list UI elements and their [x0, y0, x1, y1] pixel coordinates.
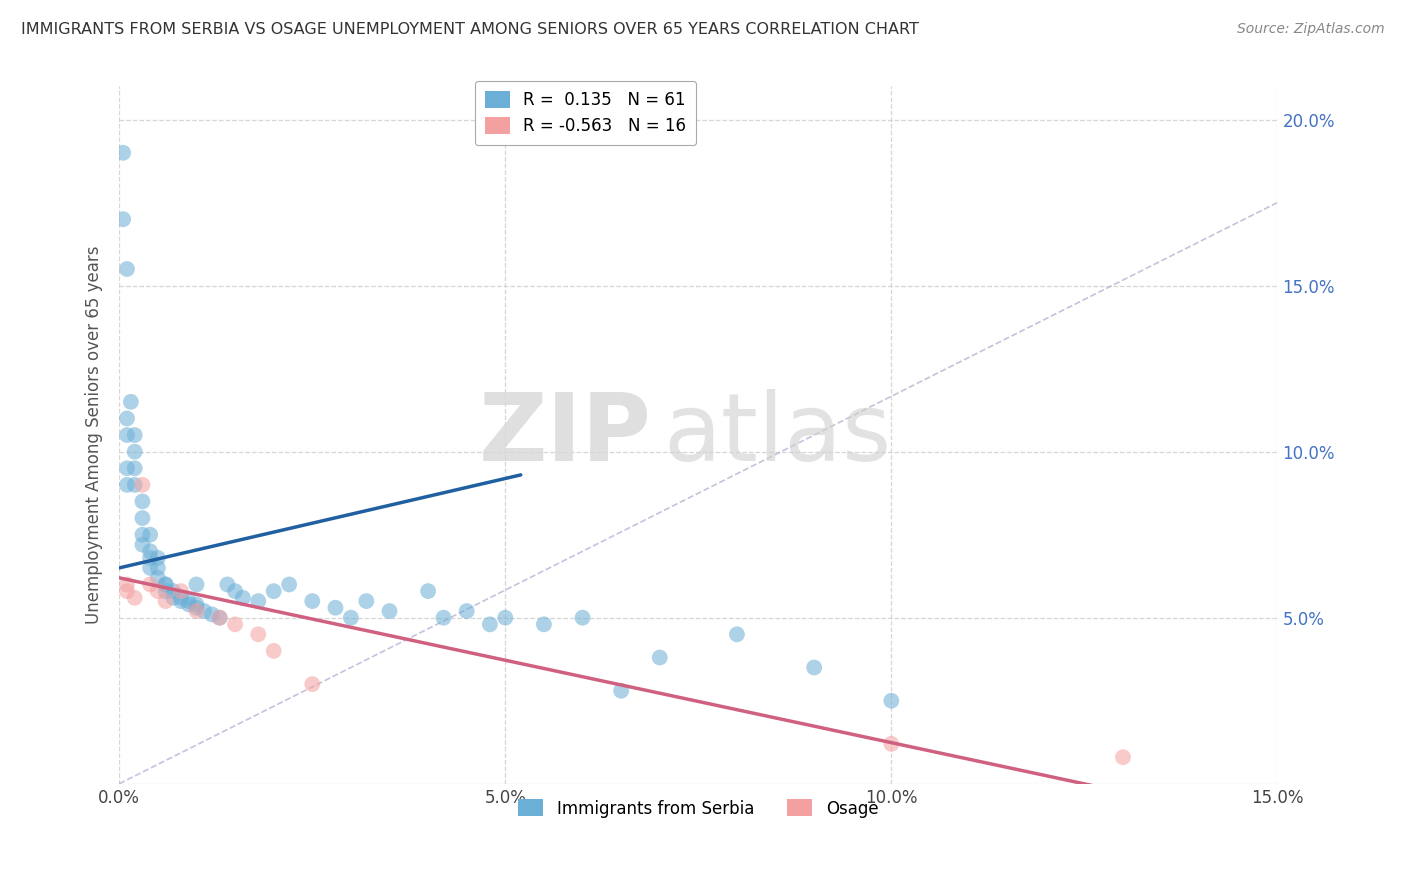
- Point: [224, 584, 246, 599]
- Point: [232, 591, 254, 605]
- Legend: Immigrants from Serbia, Osage: Immigrants from Serbia, Osage: [512, 793, 884, 824]
- Point: [131, 527, 153, 541]
- Point: [120, 394, 142, 409]
- Point: [146, 571, 169, 585]
- Point: [571, 610, 593, 624]
- Point: [112, 145, 135, 160]
- Point: [880, 737, 903, 751]
- Point: [208, 610, 231, 624]
- Point: [115, 262, 138, 277]
- Point: [124, 461, 146, 475]
- Point: [725, 627, 748, 641]
- Point: [301, 594, 323, 608]
- Point: [115, 577, 138, 591]
- Point: [115, 411, 138, 425]
- Point: [124, 428, 146, 442]
- Point: [533, 617, 555, 632]
- Point: [112, 212, 135, 227]
- Point: [201, 607, 224, 622]
- Point: [170, 594, 193, 608]
- Point: [131, 538, 153, 552]
- Point: [162, 584, 184, 599]
- Point: [301, 677, 323, 691]
- Point: [115, 428, 138, 442]
- Point: [139, 550, 162, 565]
- Point: [478, 617, 501, 632]
- Point: [177, 598, 200, 612]
- Point: [124, 444, 146, 458]
- Point: [155, 594, 177, 608]
- Point: [378, 604, 401, 618]
- Point: [186, 598, 208, 612]
- Text: IMMIGRANTS FROM SERBIA VS OSAGE UNEMPLOYMENT AMONG SENIORS OVER 65 YEARS CORRELA: IMMIGRANTS FROM SERBIA VS OSAGE UNEMPLOY…: [21, 22, 920, 37]
- Point: [170, 591, 193, 605]
- Point: [131, 478, 153, 492]
- Point: [115, 478, 138, 492]
- Point: [155, 577, 177, 591]
- Point: [325, 600, 347, 615]
- Point: [131, 511, 153, 525]
- Point: [208, 610, 231, 624]
- Point: [146, 561, 169, 575]
- Point: [263, 584, 285, 599]
- Point: [217, 577, 239, 591]
- Point: [880, 694, 903, 708]
- Point: [139, 544, 162, 558]
- Point: [224, 617, 246, 632]
- Point: [131, 494, 153, 508]
- Point: [139, 577, 162, 591]
- Point: [356, 594, 378, 608]
- Point: [340, 610, 363, 624]
- Point: [803, 660, 825, 674]
- Point: [115, 584, 138, 599]
- Point: [456, 604, 478, 618]
- Point: [146, 550, 169, 565]
- Point: [247, 627, 270, 641]
- Point: [177, 594, 200, 608]
- Point: [115, 461, 138, 475]
- Point: [155, 577, 177, 591]
- Point: [494, 610, 516, 624]
- Point: [146, 584, 169, 599]
- Point: [648, 650, 671, 665]
- Point: [1112, 750, 1135, 764]
- Point: [124, 478, 146, 492]
- Text: ZIP: ZIP: [479, 389, 652, 481]
- Y-axis label: Unemployment Among Seniors over 65 years: Unemployment Among Seniors over 65 years: [86, 246, 103, 624]
- Point: [186, 600, 208, 615]
- Point: [278, 577, 301, 591]
- Point: [139, 561, 162, 575]
- Point: [247, 594, 270, 608]
- Point: [162, 591, 184, 605]
- Point: [186, 604, 208, 618]
- Point: [155, 584, 177, 599]
- Point: [432, 610, 454, 624]
- Text: atlas: atlas: [664, 389, 891, 481]
- Point: [170, 584, 193, 599]
- Point: [186, 577, 208, 591]
- Point: [193, 604, 215, 618]
- Point: [610, 683, 633, 698]
- Text: Source: ZipAtlas.com: Source: ZipAtlas.com: [1237, 22, 1385, 37]
- Point: [139, 527, 162, 541]
- Point: [416, 584, 439, 599]
- Point: [263, 644, 285, 658]
- Point: [124, 591, 146, 605]
